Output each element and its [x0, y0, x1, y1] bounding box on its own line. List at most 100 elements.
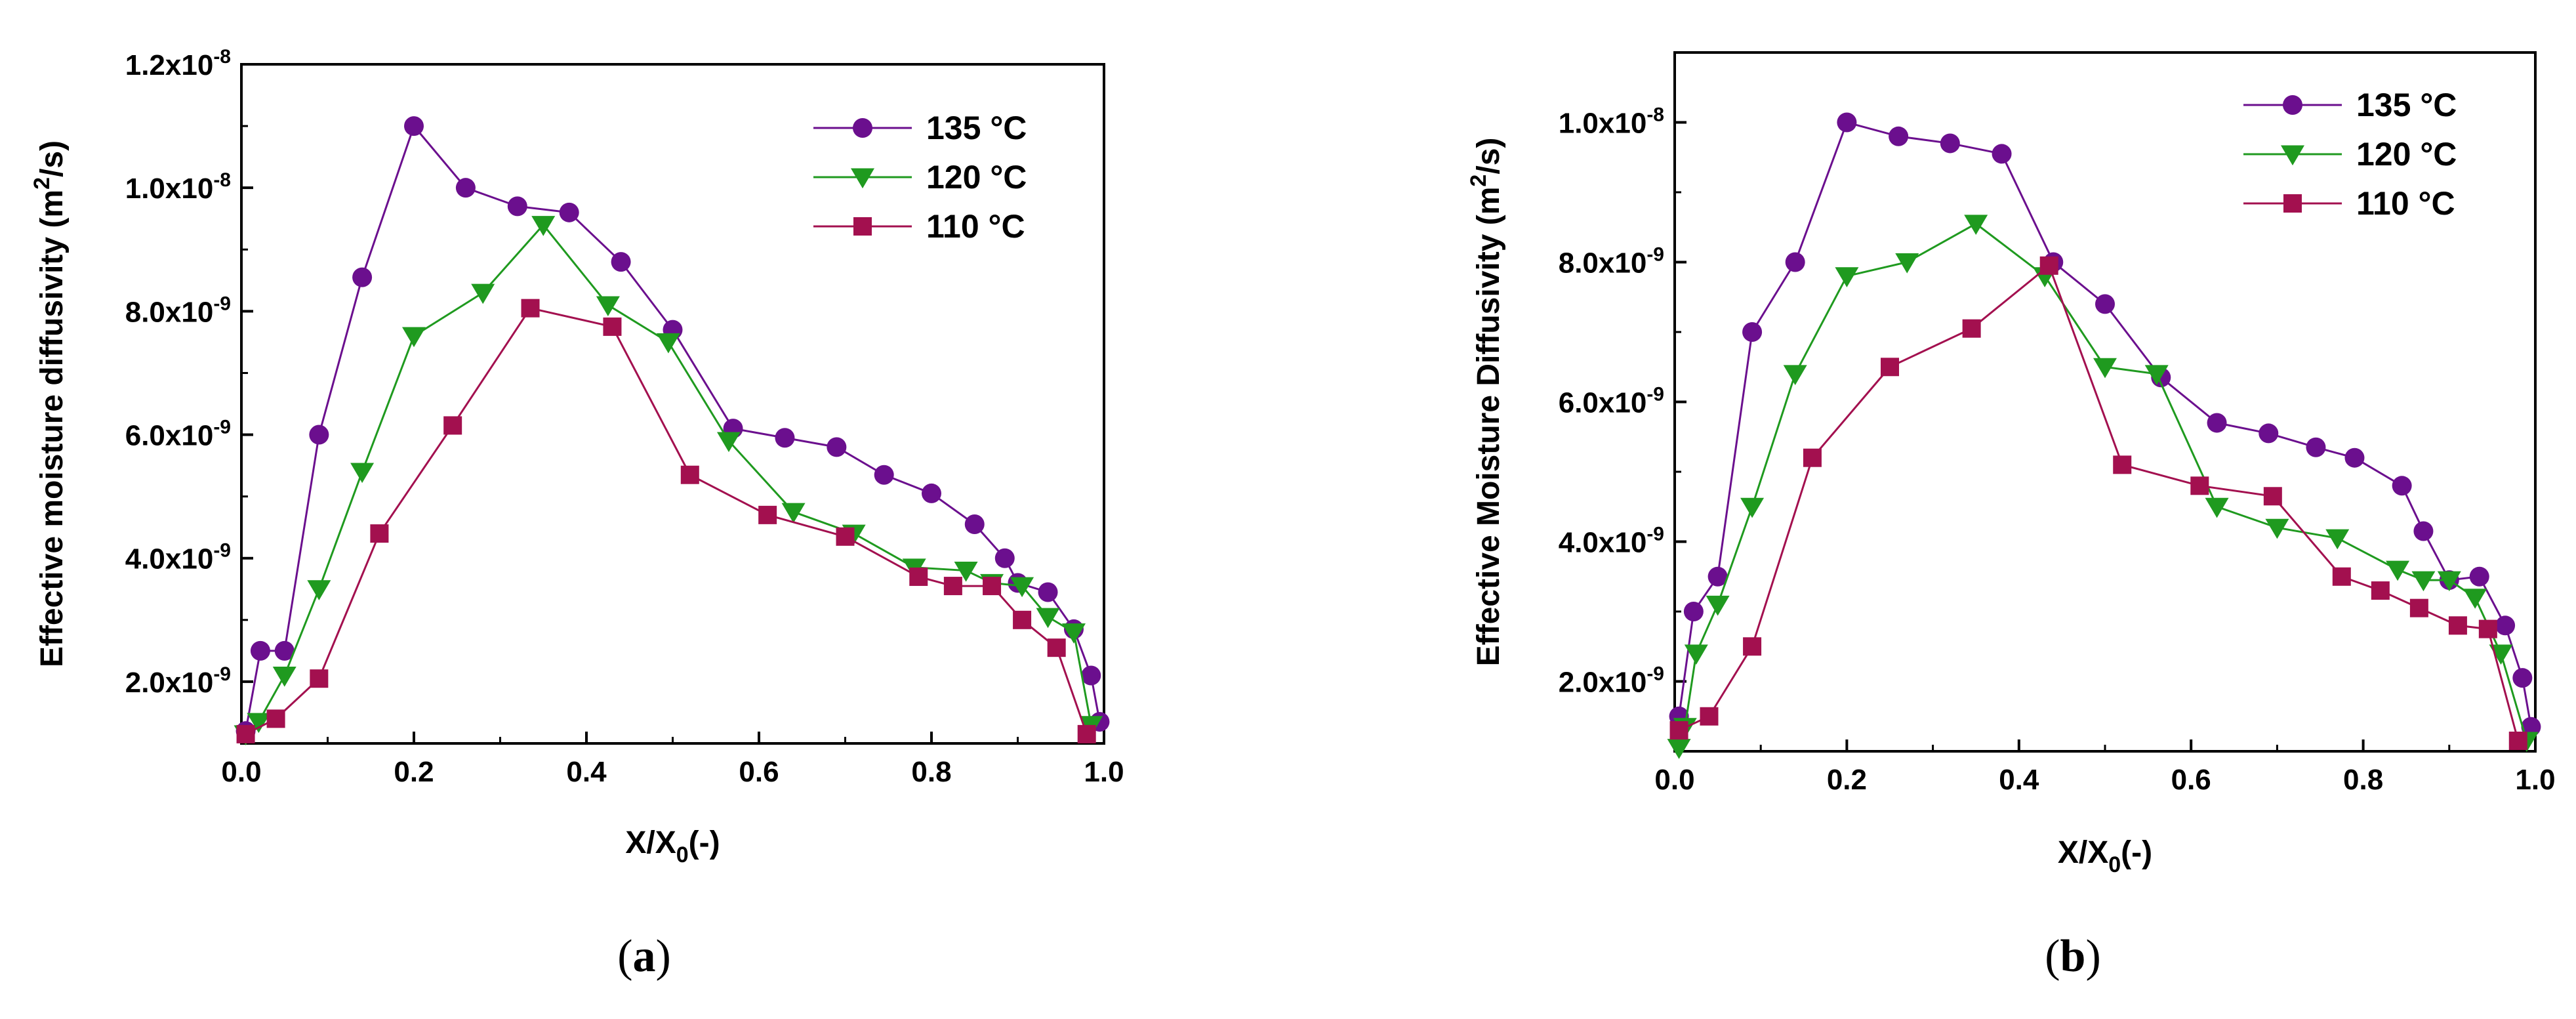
panel-a-y-axis-label: Effective moisture diffusivity (m2/s)	[30, 140, 70, 667]
chart-panel-b: 0.0 0.2 0.4 0.6 0.8 1.0 2.0x10-9 4.0x10-9 6.0x10…	[1466, 51, 2556, 877]
panel-a-point-t135-21	[1081, 665, 1101, 686]
panel-b-point-t120-12	[2205, 497, 2229, 518]
panel-b-x-tick-label-2: 0.4	[1999, 764, 2039, 796]
panel-b-series-t110	[1669, 256, 2527, 751]
panel-a-legend-label-t120: 120 °C	[926, 159, 1027, 196]
panel-a-point-t110-4	[443, 416, 462, 435]
panel-label-a-close: )	[656, 931, 671, 982]
panel-b-point-t135-13	[2259, 423, 2279, 444]
panel-a-point-t135-5	[404, 116, 424, 136]
panel-label-a-letter: a	[633, 931, 656, 982]
panel-b-point-t110-6	[2039, 256, 2058, 275]
panel-b-legend-marker-t110	[2283, 194, 2302, 213]
panel-a-point-t110-5	[521, 299, 540, 318]
panel-b-x-axis-label: X/X0(-)	[2058, 835, 2152, 877]
panel-b-x-tick-label-4: 0.8	[2343, 764, 2383, 796]
panel-label-a-open: (	[617, 931, 632, 982]
panel-a-point-t135-9	[611, 252, 631, 272]
panel-b-legend-entry-t120: 120 °C	[2243, 136, 2457, 173]
panel-b-y-tick-label-1: 4.0x10-9	[1559, 524, 1664, 559]
panel-b-point-t135-17	[2413, 521, 2434, 541]
panel-a-point-t110-3	[370, 524, 389, 543]
panel-a-point-t110-7	[680, 465, 699, 484]
panel-a-x-tick-label-0: 0.0	[221, 756, 261, 788]
panel-a-point-t135-14	[874, 465, 894, 485]
panel-b-point-t135-19	[2469, 566, 2489, 587]
panel-a-legend-label-t110: 110 °C	[926, 208, 1025, 245]
panel-b-point-t110-12	[2409, 598, 2428, 617]
panel-b-point-t135-6	[1889, 126, 1909, 146]
panel-label-a: (a)	[617, 931, 671, 982]
panel-b-point-t120-5	[1783, 365, 1807, 385]
panel-b-x-tick-label-5: 1.0	[2515, 764, 2555, 796]
panel-a-point-t110-10	[909, 567, 928, 586]
panel-b-y-tick-label-4: 1.0x10-8	[1559, 104, 1664, 140]
panel-label-b: (b)	[2045, 931, 2101, 982]
panel-a-point-t120-6	[471, 283, 495, 304]
panel-b-point-t120-4	[1740, 497, 1765, 518]
panel-b-legend-entry-t110: 110 °C	[2243, 185, 2455, 222]
panel-a-point-t110-14	[1047, 638, 1066, 657]
panel-a-point-t120-4	[350, 463, 375, 484]
panel-a-point-t110-9	[836, 527, 855, 546]
panel-b-legend-entry-t135: 135 °C	[2243, 87, 2457, 123]
panel-a-point-t120-11	[781, 503, 806, 524]
panel-b-point-t110-15	[2508, 732, 2527, 751]
panel-b-point-t135-3	[1742, 322, 1763, 342]
panel-a-point-t135-12	[775, 428, 795, 448]
chart-panel-a: 0.0 0.2 0.4 0.6 0.8 1.0 2.0x10-9 4.0x10-9 6.0x10…	[30, 46, 1124, 867]
panel-b-point-t135-8	[1992, 144, 2012, 164]
panel-a-point-t135-3	[309, 425, 329, 445]
panel-a-point-t120-1	[247, 713, 271, 734]
panel-a-point-t110-15	[1077, 724, 1096, 743]
panel-b-point-t110-4	[1881, 358, 1899, 377]
panel-b-legend-marker-t135	[2283, 95, 2302, 115]
panel-b-x-tick-label-3: 0.6	[2171, 764, 2211, 796]
svg-text:(b): (b)	[2045, 931, 2101, 982]
panel-b-y-axis-label: Effective Moisture Diffusivity (m2/s)	[1466, 138, 1506, 667]
panel-a-x-axis-label: X/X0(-)	[625, 825, 720, 867]
panel-b-point-t120-19	[2489, 644, 2513, 665]
panel-b-point-t135-20	[2495, 615, 2516, 636]
panel-b-point-t135-12	[2207, 413, 2227, 433]
panel-a-x-tick-label-4: 0.8	[911, 756, 951, 788]
panel-a-point-t110-1	[266, 709, 285, 728]
panel-b-point-t120-13	[2265, 518, 2289, 539]
panel-b-series-line-t110	[1678, 264, 2520, 741]
panel-a-point-t110-11	[943, 577, 962, 596]
panel-a-point-t110-0	[236, 724, 255, 743]
panel-b-point-t120-8	[1964, 215, 1988, 236]
panel-b-point-t120-0	[1667, 739, 1691, 759]
panel-b-point-t110-7	[2113, 455, 2132, 474]
panel-a-x-tick-label-5: 1.0	[1084, 756, 1124, 788]
panel-a-x-tick-label-3: 0.6	[739, 756, 779, 788]
panel-a-y-tick-label-5: 1.2x10-8	[125, 46, 231, 81]
panel-a-legend-label-t135: 135 °C	[926, 110, 1027, 146]
panel-a-legend-marker-t120	[851, 168, 874, 189]
panel-b-point-t110-0	[1669, 721, 1688, 740]
panel-b-point-t120-2	[1684, 644, 1708, 665]
panel-a-x-tick-label-2: 0.4	[566, 756, 607, 788]
panel-b-x-tick-label-1: 0.2	[1827, 764, 1867, 796]
panel-b-point-t135-4	[1785, 252, 1805, 272]
panel-b-point-t135-1	[1683, 602, 1704, 621]
panel-a-series-line-t110	[245, 306, 1088, 736]
panel-a-y-tick-label-4: 1.0x10-8	[125, 169, 231, 205]
panel-a-y-tick-label-2: 6.0x10-9	[125, 417, 231, 452]
panel-b-point-t110-5	[1962, 319, 1981, 338]
panel-b-point-t135-16	[2392, 476, 2412, 496]
panel-a-point-t120-7	[531, 216, 556, 236]
panel-b-point-t120-3	[1706, 595, 1730, 616]
panel-a-legend-entry-t110: 110 °C	[813, 208, 1025, 245]
panel-b-point-t120-16	[2411, 571, 2436, 592]
panel-b-point-t135-2	[1707, 566, 1728, 587]
panel-a-point-t120-10	[716, 432, 741, 453]
panel-a-point-t120-8	[596, 296, 620, 317]
panel-a-x-tick-label-1: 0.2	[394, 756, 434, 788]
panel-a-point-t120-18	[1061, 623, 1086, 644]
panel-b-legend-label-t120: 120 °C	[2356, 136, 2457, 173]
panel-b-point-t110-8	[2190, 476, 2209, 495]
panel-a-point-t135-17	[994, 548, 1015, 568]
panel-a-point-t120-9	[656, 333, 680, 354]
